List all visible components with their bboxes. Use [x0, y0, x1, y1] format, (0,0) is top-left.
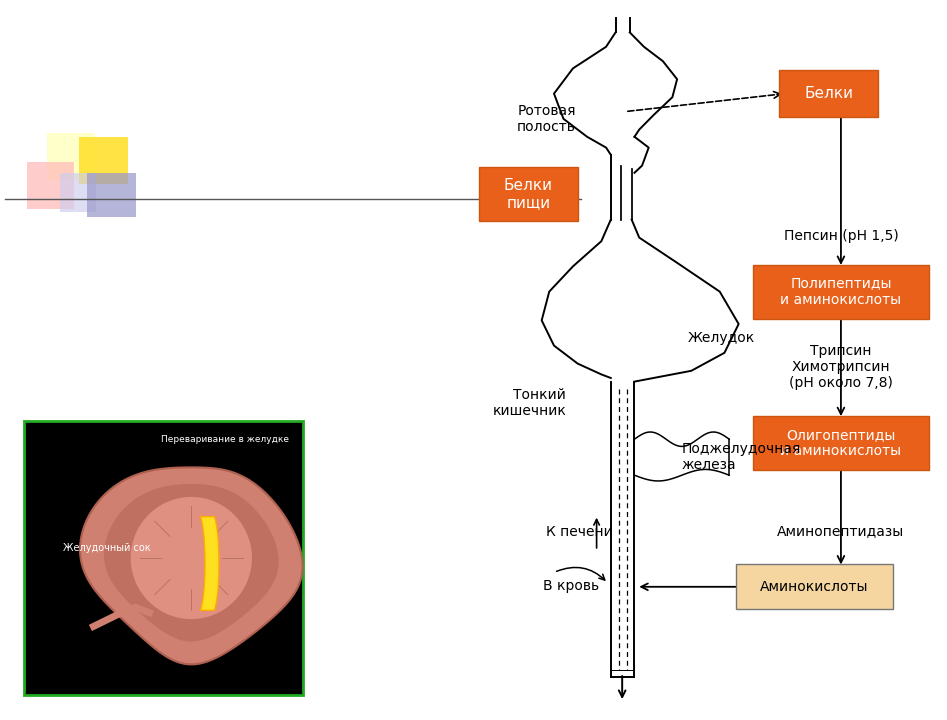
Text: Желудок: Желудок: [688, 331, 755, 346]
Text: Желудочный сок: Желудочный сок: [63, 544, 151, 554]
FancyBboxPatch shape: [479, 167, 578, 222]
Text: Аминопептидазы: Аминопептидазы: [777, 523, 904, 538]
Bar: [24, 421, 303, 695]
Text: Тонкий
кишечник: Тонкий кишечник: [492, 388, 566, 418]
Text: Ротовая
полость: Ротовая полость: [517, 104, 576, 134]
Bar: [47, 133, 95, 180]
Text: Поджелудочная
железа: Поджелудочная железа: [682, 442, 801, 472]
Text: К печени: К печени: [546, 525, 613, 539]
FancyBboxPatch shape: [754, 415, 928, 469]
Text: Полипептиды
и аминокислоты: Полипептиды и аминокислоты: [780, 276, 902, 307]
Text: Белки
пищи: Белки пищи: [504, 178, 553, 210]
Bar: [60, 173, 96, 212]
Bar: [87, 173, 136, 217]
Text: Трипсин
Химотрипсин
(рН около 7,8): Трипсин Химотрипсин (рН около 7,8): [789, 344, 893, 390]
Bar: [27, 162, 74, 209]
Polygon shape: [131, 497, 252, 619]
FancyBboxPatch shape: [779, 70, 879, 117]
FancyBboxPatch shape: [737, 564, 893, 609]
Text: Пепсин (рН 1,5): Пепсин (рН 1,5): [783, 229, 899, 243]
Polygon shape: [104, 484, 278, 642]
FancyBboxPatch shape: [754, 265, 928, 318]
Polygon shape: [201, 517, 219, 611]
Polygon shape: [80, 467, 302, 665]
Text: Аминокислоты: Аминокислоты: [760, 580, 868, 594]
Text: В кровь: В кровь: [543, 579, 599, 593]
Text: Олигопептиды
и аминокислоты: Олигопептиды и аминокислоты: [780, 428, 902, 458]
Text: Переваривание в желудке: Переваривание в желудке: [161, 435, 289, 444]
Text: Белки: Белки: [804, 86, 853, 101]
Bar: [79, 137, 128, 184]
